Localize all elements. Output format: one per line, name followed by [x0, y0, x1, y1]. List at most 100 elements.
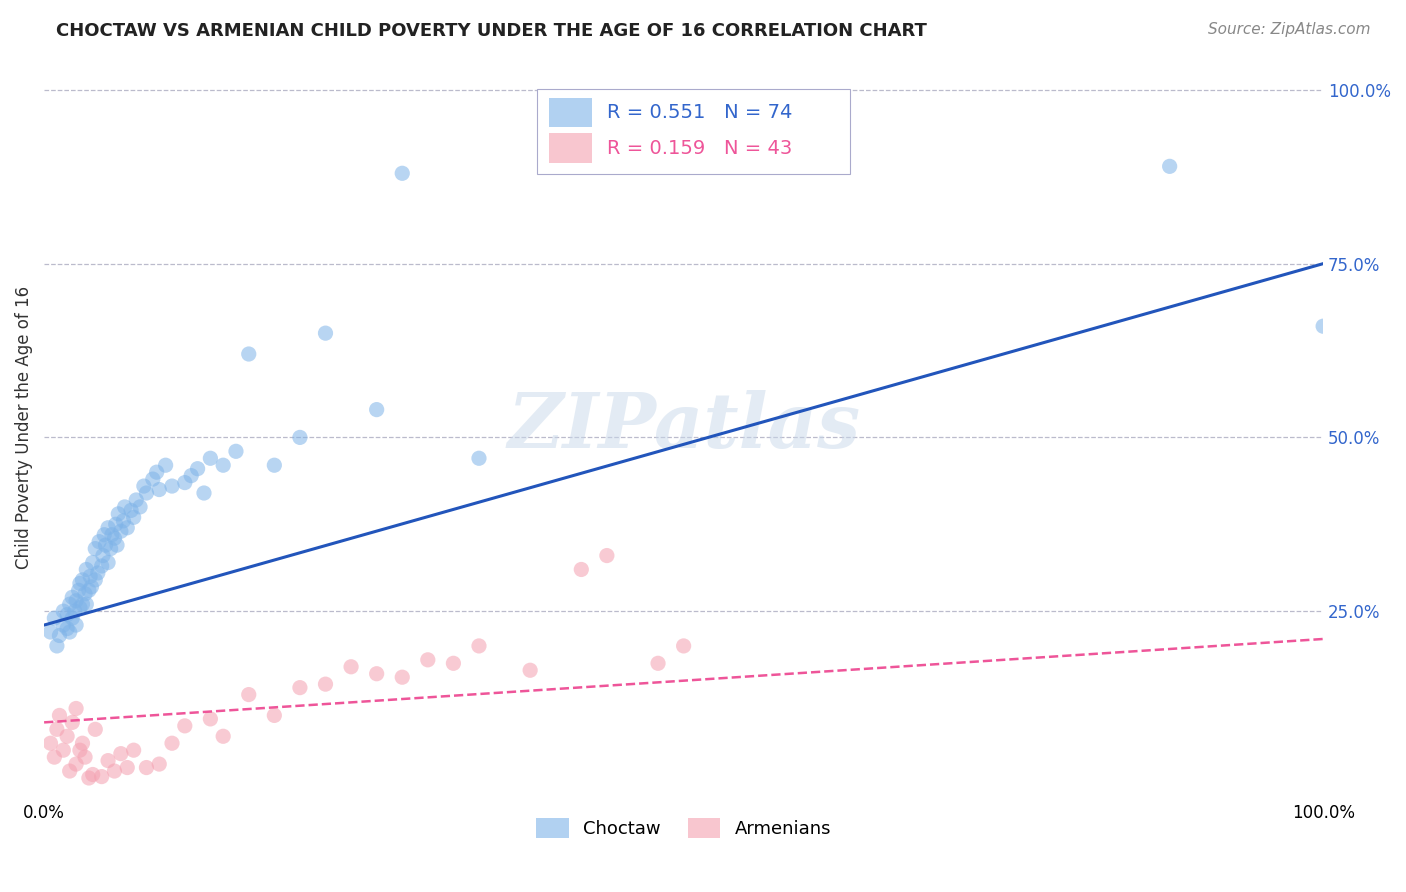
Point — [366, 402, 388, 417]
Point — [180, 468, 202, 483]
Text: CHOCTAW VS ARMENIAN CHILD POVERTY UNDER THE AGE OF 16 CORRELATION CHART: CHOCTAW VS ARMENIAN CHILD POVERTY UNDER … — [56, 22, 927, 40]
Point — [45, 723, 67, 737]
Point — [97, 521, 120, 535]
Point — [315, 677, 337, 691]
Point — [315, 326, 337, 340]
Point — [75, 597, 97, 611]
Point — [72, 597, 94, 611]
Point — [117, 760, 139, 774]
Point — [44, 611, 66, 625]
Point — [100, 541, 122, 556]
Point — [122, 743, 145, 757]
Point — [148, 483, 170, 497]
FancyBboxPatch shape — [550, 97, 592, 128]
Point — [212, 458, 235, 473]
Y-axis label: Child Poverty Under the Age of 16: Child Poverty Under the Age of 16 — [15, 285, 32, 568]
Point — [238, 347, 260, 361]
Point — [56, 622, 79, 636]
Point — [84, 723, 107, 737]
Point — [77, 583, 100, 598]
Point — [93, 527, 115, 541]
Point — [48, 708, 70, 723]
Point — [60, 715, 83, 730]
Point — [87, 566, 110, 580]
Point — [110, 524, 132, 539]
Point — [135, 760, 157, 774]
Point — [59, 625, 82, 640]
Point — [114, 500, 136, 514]
Point — [77, 771, 100, 785]
Point — [569, 562, 592, 576]
Point — [60, 591, 83, 605]
Point — [200, 451, 222, 466]
Point — [65, 701, 87, 715]
Point — [193, 486, 215, 500]
Point — [288, 681, 311, 695]
Point — [225, 444, 247, 458]
Point — [117, 521, 139, 535]
Point — [468, 639, 491, 653]
Point — [263, 458, 285, 473]
Point — [39, 625, 62, 640]
Point — [84, 541, 107, 556]
Point — [82, 556, 104, 570]
Point — [366, 666, 388, 681]
Point — [101, 527, 124, 541]
Point — [56, 607, 79, 622]
Point — [160, 736, 183, 750]
Point — [173, 719, 195, 733]
Point — [110, 747, 132, 761]
Point — [238, 688, 260, 702]
Point — [132, 479, 155, 493]
Point — [60, 611, 83, 625]
Point — [135, 486, 157, 500]
Point — [468, 451, 491, 466]
Text: Source: ZipAtlas.com: Source: ZipAtlas.com — [1208, 22, 1371, 37]
Point — [441, 657, 464, 671]
Point — [69, 576, 91, 591]
Point — [212, 729, 235, 743]
Point — [97, 556, 120, 570]
Point — [97, 754, 120, 768]
Point — [87, 534, 110, 549]
Point — [416, 653, 439, 667]
Point — [160, 479, 183, 493]
Point — [129, 500, 152, 514]
Point — [44, 750, 66, 764]
Point — [1159, 159, 1181, 173]
FancyBboxPatch shape — [537, 88, 849, 174]
Point — [48, 628, 70, 642]
Point — [82, 767, 104, 781]
Point — [155, 458, 177, 473]
Point — [105, 538, 128, 552]
Point — [65, 757, 87, 772]
Point — [84, 573, 107, 587]
Point — [69, 743, 91, 757]
Point — [142, 472, 165, 486]
Point — [122, 510, 145, 524]
Point — [65, 593, 87, 607]
Point — [173, 475, 195, 490]
Point — [107, 507, 129, 521]
Point — [73, 587, 96, 601]
Point — [647, 657, 669, 671]
Point — [75, 562, 97, 576]
Point — [63, 604, 86, 618]
Point — [73, 750, 96, 764]
Point — [79, 569, 101, 583]
Point — [340, 660, 363, 674]
Point — [94, 538, 117, 552]
Point — [391, 166, 413, 180]
Point — [52, 618, 75, 632]
Point — [72, 573, 94, 587]
Point — [103, 764, 125, 778]
Point — [72, 736, 94, 750]
Point — [104, 517, 127, 532]
Point — [80, 580, 103, 594]
FancyBboxPatch shape — [550, 133, 592, 163]
Point — [145, 465, 167, 479]
Point — [288, 430, 311, 444]
Point — [90, 559, 112, 574]
Point — [519, 663, 541, 677]
Point — [69, 600, 91, 615]
